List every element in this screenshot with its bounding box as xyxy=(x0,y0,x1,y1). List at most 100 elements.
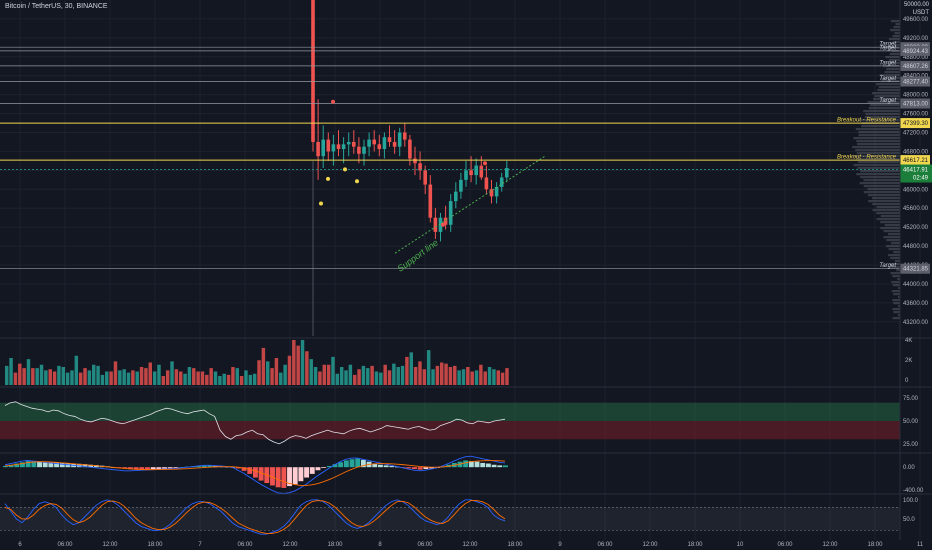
macd-histogram-bar xyxy=(321,467,327,468)
volume-profile-bar xyxy=(857,161,900,164)
macd-histogram-bar xyxy=(372,463,378,468)
volume-bar xyxy=(205,374,209,385)
volume-bar xyxy=(96,365,100,385)
volume-profile-bar xyxy=(896,269,900,272)
volume-bar xyxy=(26,359,31,385)
volume-bar xyxy=(339,367,344,385)
volume-profile-bar xyxy=(856,152,900,155)
volume-bar xyxy=(379,372,383,385)
volume-profile-bar xyxy=(855,149,900,152)
volume-bar xyxy=(222,373,226,385)
macd-histogram-bar xyxy=(360,459,366,468)
current-price-text: 46417.91 xyxy=(903,168,929,174)
volume-profile-bar xyxy=(884,71,900,74)
volume-bar xyxy=(92,364,96,385)
level-label: Target xyxy=(879,76,896,82)
price-tag-text: 46617.21 xyxy=(903,158,929,164)
volume-bar xyxy=(31,368,35,385)
macd-histogram-bar xyxy=(497,465,503,468)
volume-bar xyxy=(444,363,448,385)
volume-bar xyxy=(418,361,422,385)
volume-profile-bar xyxy=(891,266,900,269)
volume-bar xyxy=(148,362,152,385)
macd-histogram-bar xyxy=(162,467,167,469)
time-tick: 06:00 xyxy=(57,542,73,548)
candle-body xyxy=(316,141,320,157)
candle-body xyxy=(484,177,489,190)
time-tick: 12:00 xyxy=(282,542,298,548)
candle-body xyxy=(454,191,458,202)
volume-bar xyxy=(239,376,244,385)
price-tick: 45200.00 xyxy=(903,225,929,231)
signal-dot xyxy=(355,179,359,184)
volume-profile-bar xyxy=(891,281,900,284)
macd-line xyxy=(4,455,506,494)
currency-label: USDT xyxy=(912,10,929,16)
price-tag xyxy=(900,60,930,71)
volume-profile-bar xyxy=(888,233,900,236)
volume-profile-bar xyxy=(893,293,900,296)
support-line xyxy=(394,155,546,254)
volume-bar xyxy=(126,372,131,385)
price-tag xyxy=(900,98,930,109)
volume-bar xyxy=(244,370,248,385)
time-tick: 18:00 xyxy=(867,542,883,548)
candle-body xyxy=(392,141,397,147)
volume-profile-bar xyxy=(865,113,900,116)
macd-histogram-bar xyxy=(247,467,253,474)
volume-profile-bar xyxy=(881,80,900,83)
volume-bar xyxy=(422,369,427,385)
volume-profile-bar xyxy=(879,74,900,77)
candle-body xyxy=(336,144,341,150)
time-tick: 18:00 xyxy=(147,542,163,548)
candle-body xyxy=(443,217,448,225)
candle-body xyxy=(387,137,392,142)
price-tick: 43600.00 xyxy=(903,301,929,307)
volume-bar xyxy=(144,368,148,385)
price-tag-text: 47399.30 xyxy=(903,121,929,127)
macd-histogram-bar xyxy=(343,460,349,468)
volume-profile-bar xyxy=(880,221,900,224)
volume-bar xyxy=(435,365,440,385)
volume-bar xyxy=(448,367,453,385)
price-tick: 46800.00 xyxy=(903,149,929,155)
volume-profile-bar xyxy=(853,137,900,140)
volume-bar xyxy=(357,369,361,385)
volume-profile-bar xyxy=(883,236,900,239)
volume-bar xyxy=(283,364,287,385)
volume-bar xyxy=(57,365,61,385)
price-tick: 46000.00 xyxy=(903,187,929,193)
signal-dot xyxy=(331,99,335,104)
signal-dot xyxy=(441,222,445,227)
macd-histogram-bar xyxy=(20,462,25,468)
volume-tick: 0 xyxy=(905,378,909,384)
volume-bar xyxy=(279,372,283,385)
macd-histogram-bar xyxy=(48,462,54,468)
time-tick: 06:00 xyxy=(777,542,793,548)
candle-body xyxy=(382,137,387,150)
volume-bar xyxy=(235,368,239,385)
level-label: Breakout - Resistance xyxy=(837,118,897,124)
price-tick: 48000.00 xyxy=(903,93,929,99)
macd-histogram-bar xyxy=(309,467,315,474)
time-tick: 6 xyxy=(18,542,22,548)
volume-profile-bar xyxy=(860,170,900,173)
candle-body xyxy=(321,139,325,157)
volume-bar xyxy=(431,369,435,385)
macd-histogram-bar xyxy=(338,462,344,468)
volume-profile-bar xyxy=(872,209,900,212)
volume-bar xyxy=(300,340,305,385)
volume-bar xyxy=(396,367,400,385)
volume-profile-bar xyxy=(858,131,900,134)
symbol-title: Bitcoin / TetherUS, 30, BINANCE xyxy=(5,3,108,10)
level-label: Target xyxy=(879,98,896,104)
price-tag-text: 44321.85 xyxy=(903,267,929,273)
signal-dot xyxy=(319,201,323,206)
stoch-d-line xyxy=(4,500,506,534)
volume-profile-bar xyxy=(863,191,900,194)
volume-bar xyxy=(353,374,357,385)
volume-bar xyxy=(305,351,309,385)
volume-profile-bar xyxy=(882,77,900,80)
volume-profile-bar xyxy=(889,59,900,62)
